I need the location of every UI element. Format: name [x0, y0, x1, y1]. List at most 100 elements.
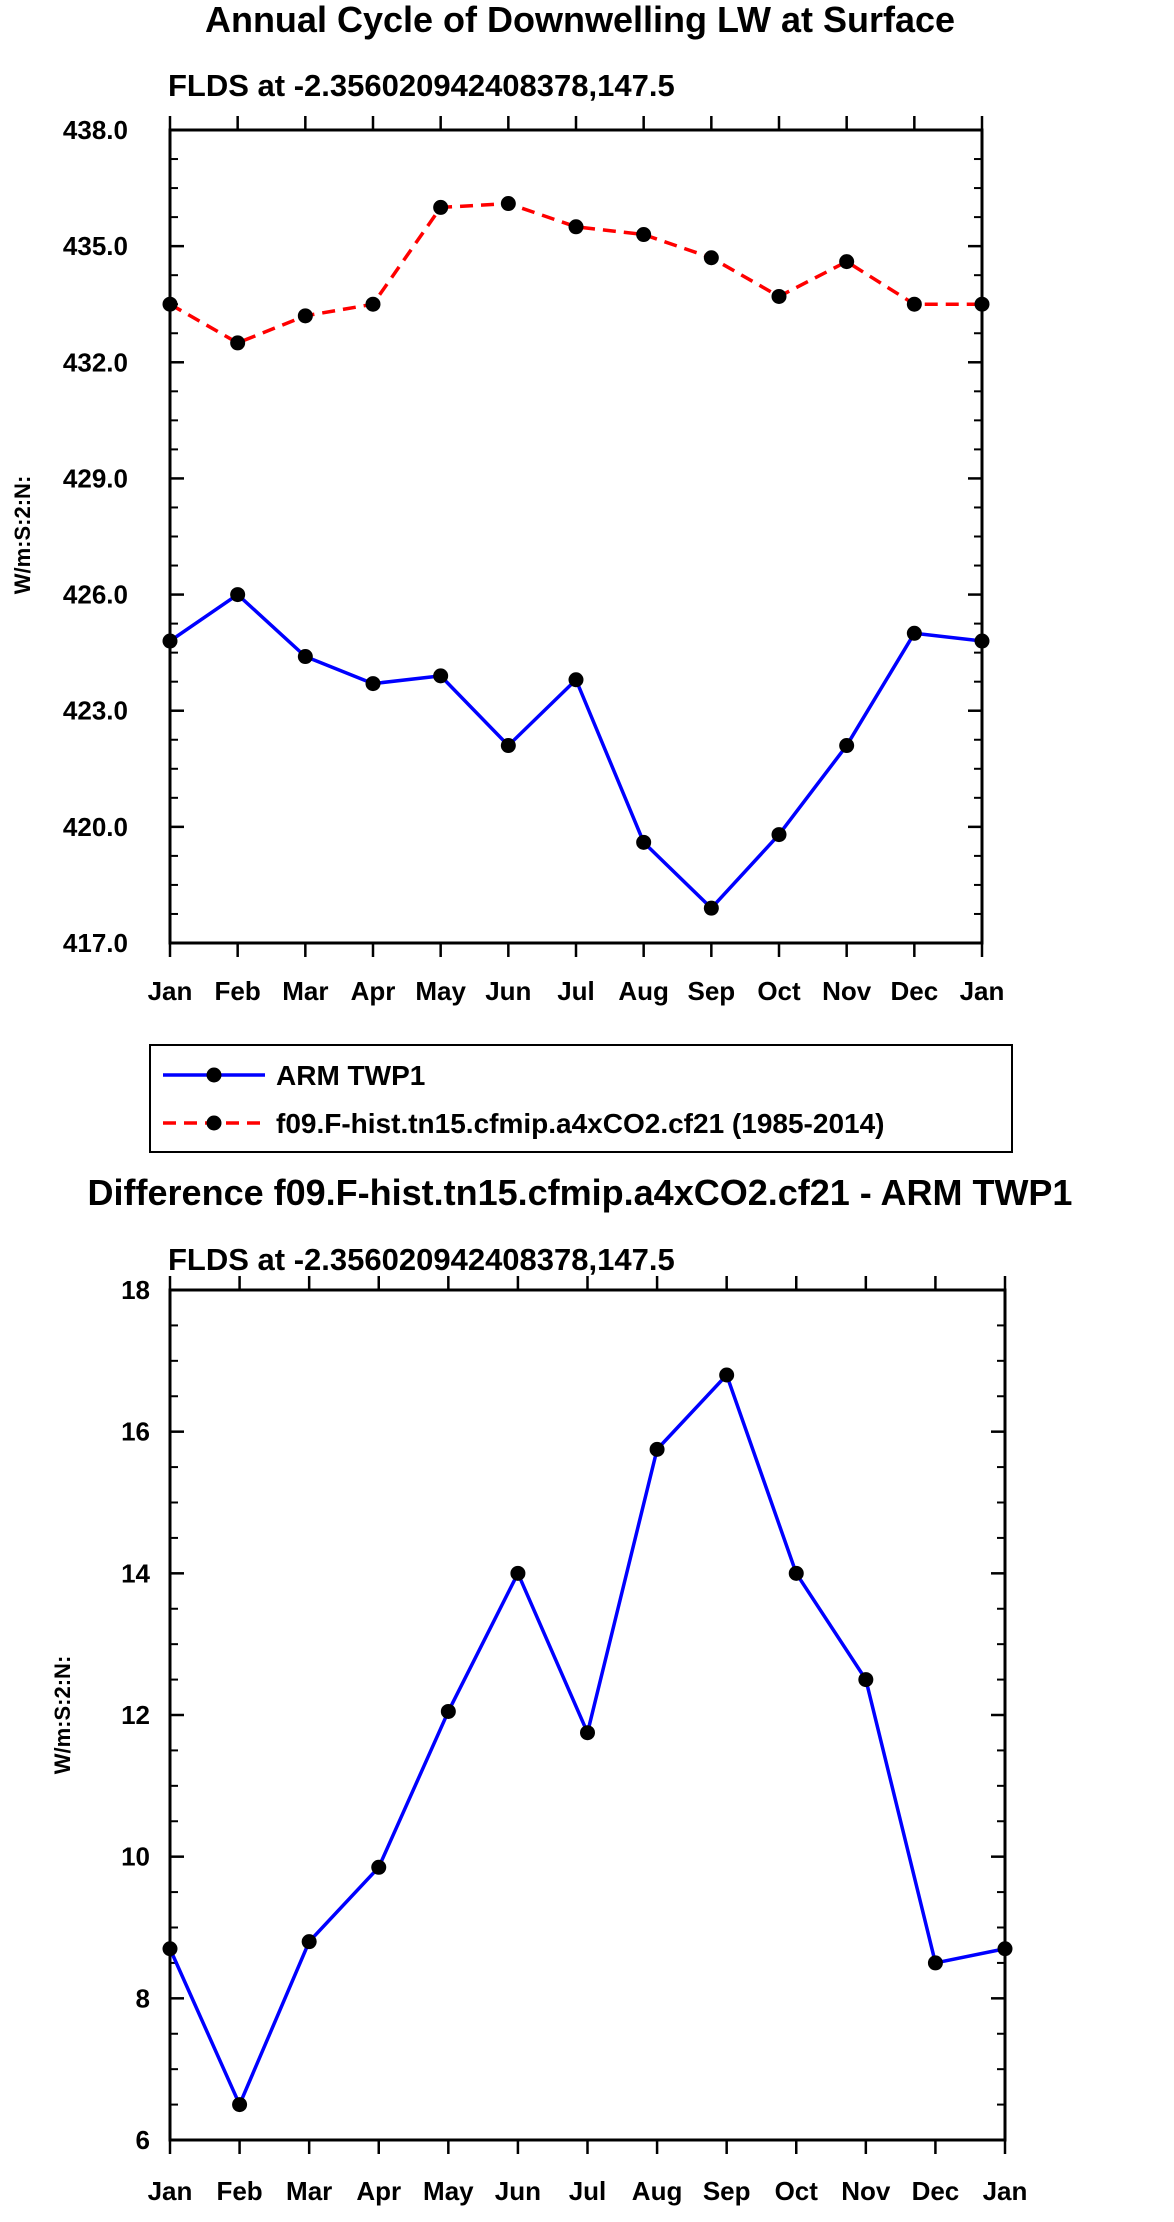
y-tick-label: 438.0 — [63, 115, 128, 145]
data-point — [839, 254, 855, 270]
chart2-y-axis-label: W/m:S:2:N: — [50, 1656, 75, 1775]
data-point — [297, 649, 313, 665]
chart1-y-tick-labels: 417.0 420.0 423.0 426.0 429.0 432.0 435.0 438.0 — [63, 115, 128, 958]
data-point — [719, 1367, 735, 1383]
y-tick-label: 435.0 — [63, 231, 128, 261]
legend-marker-arm — [206, 1067, 222, 1083]
legend-marker-model — [206, 1115, 222, 1131]
x-tick-label: Jul — [557, 976, 595, 1006]
data-point — [636, 227, 652, 243]
y-tick-label: 423.0 — [63, 696, 128, 726]
x-tick-label: Aug — [618, 976, 669, 1006]
data-point — [433, 668, 449, 684]
legend-label-model: f09.F-hist.tn15.cfmip.a4xCO2.cf21 (1985-… — [276, 1108, 884, 1139]
data-point — [162, 633, 178, 649]
data-point — [230, 335, 246, 351]
chart1-y-axis-label: W/m:S:2:N: — [10, 476, 35, 595]
x-tick-label: Feb — [215, 976, 261, 1006]
x-tick-label: Jan — [960, 976, 1005, 1006]
chart2-subtitle: FLDS at -2.356020942408378,147.5 — [168, 1242, 675, 1277]
data-point — [510, 1565, 526, 1581]
data-point — [906, 296, 922, 312]
x-tick-label: Aug — [632, 2176, 683, 2206]
y-tick-label: 10 — [121, 1842, 150, 1872]
chart2-axes — [168, 1276, 1007, 2154]
x-tick-label: Jun — [495, 2176, 541, 2206]
x-tick-label: May — [415, 976, 466, 1006]
x-tick-label: Jan — [148, 2176, 193, 2206]
data-point — [568, 219, 584, 235]
data-point — [301, 1934, 317, 1950]
x-tick-label: Mar — [286, 2176, 332, 2206]
data-point — [636, 834, 652, 850]
data-point — [440, 1703, 456, 1719]
y-tick-label: 432.0 — [63, 347, 128, 377]
x-tick-label: Sep — [703, 2176, 751, 2206]
y-tick-label: 426.0 — [63, 580, 128, 610]
data-point — [974, 296, 990, 312]
x-tick-label: Feb — [216, 2176, 262, 2206]
x-tick-label: Jan — [148, 976, 193, 1006]
data-point — [230, 587, 246, 603]
x-tick-label: Jan — [983, 2176, 1028, 2206]
x-tick-label: Mar — [282, 976, 328, 1006]
data-point — [906, 625, 922, 641]
data-point — [771, 288, 787, 304]
chart1-subtitle: FLDS at -2.356020942408378,147.5 — [168, 68, 675, 103]
data-point — [839, 738, 855, 754]
x-tick-label: Dec — [890, 976, 938, 1006]
y-tick-label: 12 — [121, 1700, 150, 1730]
legend-label-arm: ARM TWP1 — [276, 1060, 425, 1091]
data-point — [568, 672, 584, 688]
y-tick-label: 429.0 — [63, 463, 128, 493]
x-tick-label: Sep — [687, 976, 735, 1006]
chart2-y-tick-labels: 6 8 10 12 14 16 18 — [121, 1275, 150, 2155]
data-point — [580, 1725, 595, 1741]
y-tick-label: 8 — [136, 1983, 150, 2013]
data-point — [858, 1672, 874, 1688]
legend-box — [149, 1044, 1013, 1153]
y-tick-label: 417.0 — [63, 928, 128, 958]
x-tick-label: Jun — [485, 976, 531, 1006]
chart1-x-tick-labels: Jan Feb Mar Apr May Jun Jul Aug Sep Oct Nov Dec Jan — [148, 976, 1005, 1006]
data-point — [927, 1955, 943, 1971]
plot-frame — [168, 1288, 1007, 2142]
y-tick-label: 18 — [121, 1275, 150, 1305]
y-tick-label: 420.0 — [63, 812, 128, 842]
data-point — [371, 1859, 387, 1875]
chart2-title: Difference f09.F-hist.tn15.cfmip.a4xCO2.… — [88, 1172, 1073, 1213]
chart1-axes — [168, 116, 984, 957]
x-tick-label: Dec — [912, 2176, 960, 2206]
data-point — [297, 308, 313, 324]
x-tick-label: Jul — [569, 2176, 607, 2206]
chart1-legend: ARM TWP1 f09.F-hist.tn15.cfmip.a4xCO2.cf… — [149, 1044, 1013, 1153]
plot-frame — [168, 128, 984, 945]
data-point — [649, 1441, 665, 1457]
series-line — [169, 592, 983, 910]
x-tick-label: May — [423, 2176, 474, 2206]
data-point — [703, 900, 719, 916]
data-point — [500, 196, 516, 212]
data-point — [974, 633, 990, 649]
data-point — [365, 676, 381, 692]
x-tick-label: Oct — [757, 976, 801, 1006]
y-tick-label: 6 — [136, 2125, 150, 2155]
x-tick-label: Nov — [841, 2176, 891, 2206]
data-point — [162, 1941, 178, 1957]
data-point — [365, 296, 381, 312]
data-point — [232, 2097, 248, 2113]
x-tick-label: Nov — [822, 976, 872, 1006]
chart2-x-tick-labels: Jan Feb Mar Apr May Jun Jul Aug Sep Oct Nov Dec Jan — [148, 2176, 1028, 2206]
data-point — [500, 738, 516, 754]
y-tick-label: 16 — [121, 1417, 150, 1447]
data-point — [433, 199, 449, 215]
chart1-series — [162, 196, 990, 916]
data-point — [997, 1941, 1013, 1957]
x-tick-label: Apr — [351, 976, 396, 1006]
data-point — [788, 1565, 804, 1581]
data-point — [703, 250, 719, 266]
y-tick-label: 14 — [121, 1558, 150, 1588]
data-point — [771, 827, 787, 843]
chart2-series — [162, 1367, 1013, 2113]
